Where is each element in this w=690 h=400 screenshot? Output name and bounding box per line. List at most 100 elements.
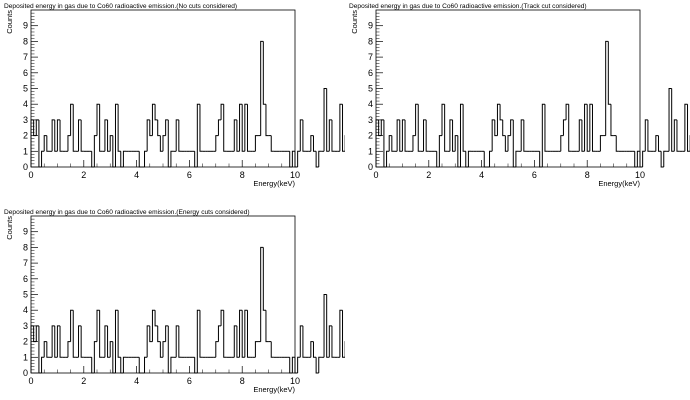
- histogram-bin: [194, 151, 198, 168]
- histogram-series: [30, 246, 345, 374]
- x-tick-label: 4: [134, 376, 139, 386]
- histogram-bin: [539, 151, 543, 168]
- histogram-bin: [70, 103, 74, 136]
- histogram-bin: [43, 135, 47, 152]
- histogram-bin: [196, 103, 200, 167]
- histogram-bin: [54, 119, 58, 152]
- histogram-bin: [591, 104, 596, 152]
- histogram-bin: [289, 357, 293, 374]
- histogram-bin: [114, 103, 119, 167]
- y-tick-label: 8: [368, 36, 373, 46]
- histogram-bin: [634, 151, 638, 168]
- y-tick-label: 4: [23, 305, 28, 315]
- histogram-bin: [457, 135, 461, 168]
- x-tick-label: 6: [187, 170, 192, 180]
- histogram-bin: [449, 119, 453, 152]
- histogram-bin: [51, 119, 55, 152]
- x-tick-label: 6: [532, 170, 537, 180]
- histogram-bin: [342, 104, 345, 152]
- y-tick-label: 9: [368, 21, 373, 31]
- histogram-bin: [33, 325, 37, 343]
- histogram-bin: [499, 104, 503, 121]
- histogram-bin: [194, 357, 198, 374]
- histogram-bin: [46, 135, 50, 152]
- y-tick-label: 7: [23, 52, 28, 62]
- histogram-bin: [233, 119, 237, 152]
- histogram-bin: [323, 294, 327, 358]
- x-tick-label: 8: [240, 376, 245, 386]
- histogram-bin: [72, 310, 76, 358]
- histogram-bin: [436, 151, 440, 168]
- y-tick-label: 4: [23, 99, 28, 109]
- histogram-bin: [175, 119, 179, 152]
- histogram-bin: [438, 135, 442, 167]
- histogram-bin: [154, 104, 158, 121]
- histogram-bin: [146, 325, 150, 358]
- chart-title: Deposited energy in gas due to Co60 radi…: [4, 209, 250, 216]
- y-tick-label: 3: [368, 115, 373, 125]
- histogram-bin: [610, 104, 614, 137]
- histogram-bin: [467, 150, 472, 167]
- histogram-bin: [568, 104, 572, 152]
- x-tick-label: 0: [28, 376, 33, 386]
- chart-title: Deposited energy in gas due to Co60 radi…: [349, 3, 587, 10]
- x-tick-label: 2: [81, 170, 86, 180]
- x-tick-label: 4: [134, 170, 139, 180]
- histogram-bin: [104, 325, 108, 358]
- histogram-bin: [318, 356, 322, 373]
- histogram-bin: [584, 103, 588, 152]
- histogram-bin: [70, 309, 74, 342]
- histogram-bin: [404, 119, 408, 152]
- histogram-bin: [35, 119, 39, 136]
- histogram-bin: [302, 119, 306, 152]
- x-axis-title: Energy(keV): [598, 179, 640, 188]
- y-axis-title: Counts: [350, 10, 359, 34]
- histogram-bin: [241, 104, 245, 152]
- histogram-bin: [104, 119, 108, 152]
- x-tick-label: 6: [187, 376, 192, 386]
- y-tick-label: 5: [23, 290, 28, 300]
- histogram-bin: [291, 150, 295, 167]
- histogram-bin: [122, 150, 127, 167]
- histogram-bin: [331, 325, 335, 358]
- x-tick-label: 8: [240, 170, 245, 180]
- histogram-bin: [655, 135, 659, 152]
- histogram-bin: [223, 310, 227, 358]
- histogram-bin: [581, 119, 585, 152]
- histogram-bin: [671, 88, 675, 152]
- histogram-bin: [496, 103, 501, 136]
- histogram-bin: [315, 357, 319, 374]
- histogram-bin: [599, 135, 604, 152]
- histogram-bin: [151, 309, 156, 342]
- histogram-bin: [401, 119, 406, 152]
- x-tick-label: 0: [28, 170, 33, 180]
- histogram-bin: [246, 310, 251, 358]
- histogram-bin: [491, 119, 495, 152]
- histogram-bin: [544, 104, 548, 152]
- y-tick-label: 6: [23, 68, 28, 78]
- histogram-bin: [262, 41, 266, 105]
- histogram-bin: [294, 151, 298, 168]
- histogram-bin: [639, 151, 643, 168]
- y-tick-label: 5: [23, 84, 28, 94]
- histogram-bin: [114, 309, 119, 373]
- histogram-bin: [67, 341, 71, 358]
- histogram-bin: [99, 104, 103, 152]
- histogram-bin: [43, 341, 47, 358]
- histogram-bin: [328, 325, 332, 358]
- histogram-bin: [120, 357, 124, 374]
- histogram-bin: [684, 103, 688, 152]
- histogram-bin: [636, 150, 640, 167]
- histogram-bin: [54, 325, 58, 358]
- histogram-bin: [417, 104, 421, 152]
- y-tick-label: 9: [23, 21, 28, 31]
- y-tick-label: 3: [23, 321, 28, 331]
- histogram-bin: [459, 103, 464, 167]
- histogram-bin: [56, 119, 61, 152]
- histogram-bin: [236, 325, 240, 358]
- histogram-bin: [444, 104, 448, 152]
- histogram-bin: [41, 150, 45, 167]
- histogram-bin: [504, 135, 508, 152]
- histogram-bin: [246, 104, 251, 152]
- y-tick-label: 4: [368, 99, 373, 109]
